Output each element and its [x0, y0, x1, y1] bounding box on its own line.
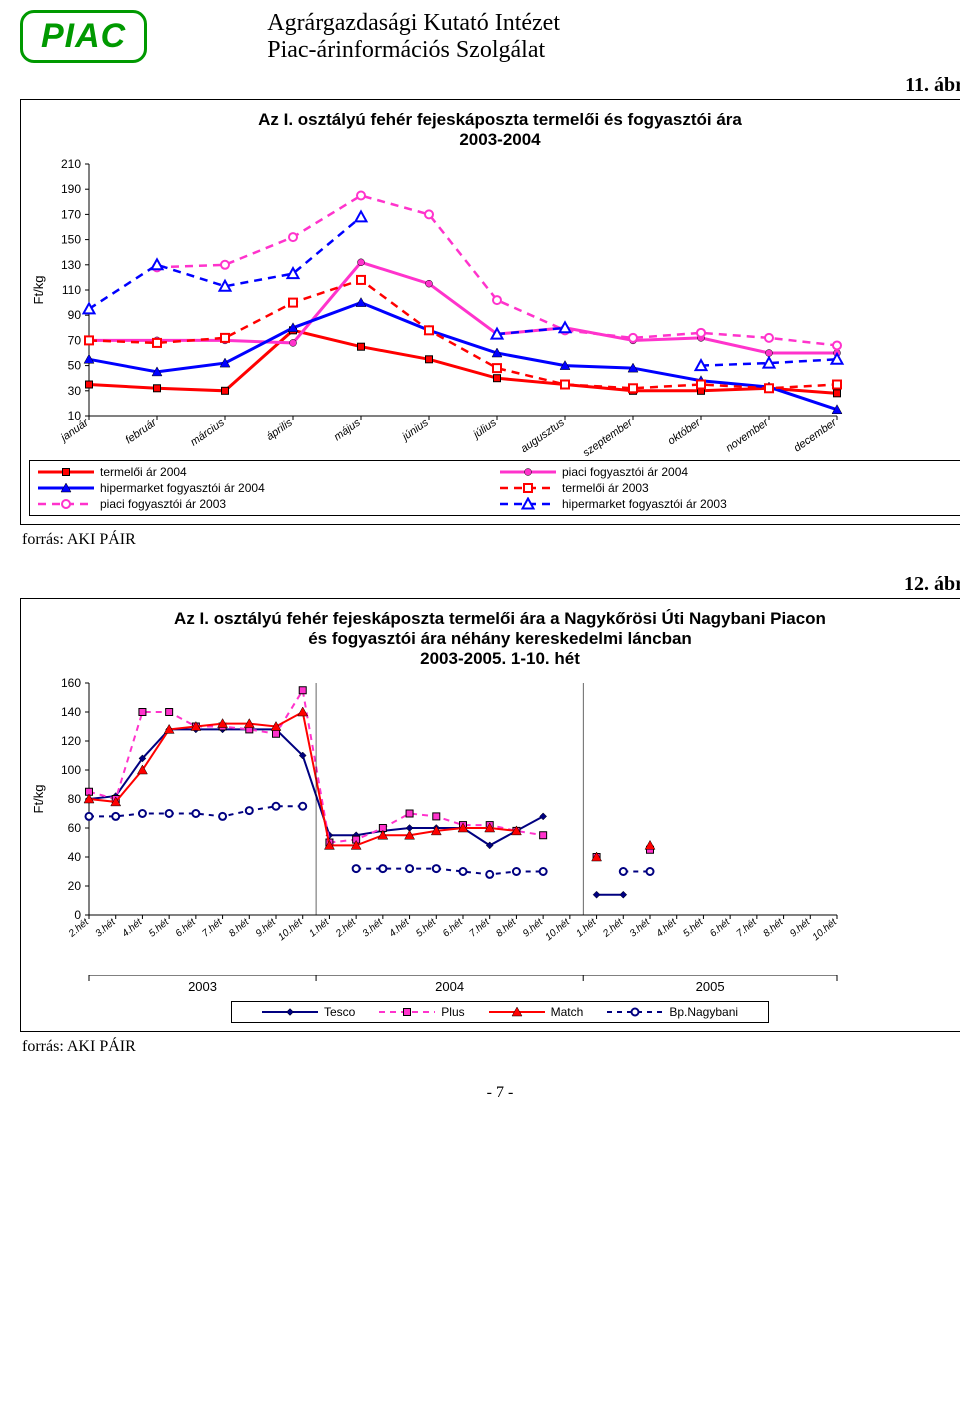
svg-text:4.hét: 4.hét — [655, 916, 680, 940]
svg-text:2005: 2005 — [696, 979, 725, 994]
figure-11-title: Az I. osztályú fehér fejeskáposzta terme… — [29, 108, 960, 156]
svg-text:60: 60 — [68, 821, 82, 835]
svg-text:Ft/kg: Ft/kg — [31, 785, 46, 814]
header-line2: Piac-árinformációs Szolgálat — [267, 37, 560, 64]
svg-text:80: 80 — [68, 792, 82, 806]
figure-12-chart: Az I. osztályú fehér fejeskáposzta terme… — [20, 598, 960, 1032]
svg-text:110: 110 — [62, 283, 81, 297]
svg-text:20: 20 — [68, 879, 82, 893]
svg-text:190: 190 — [61, 182, 81, 196]
legend-item: Match — [489, 1005, 584, 1019]
svg-text:1.hét: 1.hét — [307, 916, 332, 940]
figure-11-legend: termelői ár 2004piaci fogyasztói ár 2004… — [29, 460, 960, 516]
svg-text:6.hét: 6.hét — [174, 916, 199, 940]
legend-item: Tesco — [262, 1005, 355, 1019]
svg-text:2.hét: 2.hét — [333, 916, 359, 940]
svg-text:10.hét: 10.hét — [276, 916, 305, 943]
svg-text:április: április — [264, 416, 295, 443]
legend-item: piaci fogyasztói ár 2003 — [38, 496, 500, 512]
legend-item: Bp.Nagybani — [607, 1005, 738, 1019]
svg-text:150: 150 — [61, 233, 81, 247]
legend-item: termelői ár 2004 — [38, 464, 500, 480]
svg-text:3.hét: 3.hét — [94, 916, 119, 940]
svg-text:2004: 2004 — [435, 979, 464, 994]
svg-text:160: 160 — [61, 676, 81, 690]
svg-text:1.hét: 1.hét — [574, 916, 599, 940]
svg-text:3.hét: 3.hét — [361, 916, 386, 940]
svg-text:4.hét: 4.hét — [387, 916, 412, 940]
svg-text:Ft/kg: Ft/kg — [31, 276, 46, 305]
figure-11-plot: 1030507090110130150170190210Ft/kgjanuárf… — [29, 156, 960, 456]
svg-text:9.hét: 9.hét — [254, 916, 279, 940]
svg-text:7.hét: 7.hét — [735, 916, 760, 940]
figure-12-plot: 020406080100120140160Ft/kg2.hét3.hét4.hé… — [29, 675, 960, 975]
svg-text:70: 70 — [68, 333, 82, 347]
legend-item: Plus — [379, 1005, 464, 1019]
svg-text:9.hét: 9.hét — [788, 916, 813, 940]
svg-text:szeptember: szeptember — [581, 416, 636, 456]
figure-12-years: 2003 2004 2005 — [29, 975, 960, 997]
chart-svg: 020406080100120140160Ft/kg2.hét3.hét4.hé… — [29, 675, 849, 975]
svg-text:10.hét: 10.hét — [811, 916, 840, 943]
figure-12-legend: Tesco Plus Match Bp.Nagybani — [231, 1001, 769, 1023]
svg-text:2.hét: 2.hét — [66, 916, 92, 940]
svg-text:4.hét: 4.hét — [120, 916, 145, 940]
legend-item: termelői ár 2003 — [500, 480, 960, 496]
legend-item: hipermarket fogyasztói ár 2004 — [38, 480, 500, 496]
chart-svg: 1030507090110130150170190210Ft/kgjanuárf… — [29, 156, 849, 456]
svg-text:5.hét: 5.hét — [681, 916, 706, 940]
svg-text:90: 90 — [68, 308, 82, 322]
svg-text:5.hét: 5.hét — [147, 916, 172, 940]
svg-text:8.hét: 8.hét — [227, 916, 252, 940]
piac-logo: PIAC — [20, 10, 147, 63]
svg-text:210: 210 — [61, 157, 81, 171]
svg-text:50: 50 — [68, 359, 82, 373]
svg-text:7.hét: 7.hét — [200, 916, 225, 940]
svg-text:7.hét: 7.hét — [468, 916, 493, 940]
svg-text:100: 100 — [61, 763, 81, 777]
figure-12-title: Az I. osztályú fehér fejeskáposzta terme… — [29, 607, 960, 675]
svg-text:40: 40 — [68, 850, 82, 864]
svg-text:140: 140 — [61, 705, 81, 719]
svg-text:30: 30 — [68, 384, 82, 398]
figure-12-label: 12. ábra — [20, 573, 960, 596]
svg-text:6.hét: 6.hét — [441, 916, 466, 940]
svg-text:2003: 2003 — [188, 979, 217, 994]
svg-text:8.hét: 8.hét — [761, 916, 786, 940]
legend-item: piaci fogyasztói ár 2004 — [500, 464, 960, 480]
svg-text:9.hét: 9.hét — [521, 916, 546, 940]
svg-text:3.hét: 3.hét — [628, 916, 653, 940]
svg-text:2.hét: 2.hét — [600, 916, 626, 940]
svg-text:május: május — [332, 416, 363, 443]
svg-text:6.hét: 6.hét — [708, 916, 733, 940]
figure-11-source: forrás: AKI PÁIR — [22, 531, 960, 549]
figure-11-label: 11. ábra — [20, 74, 960, 97]
header-text: Agrárgazdasági Kutató Intézet Piac-árinf… — [267, 10, 560, 64]
header-line1: Agrárgazdasági Kutató Intézet — [267, 10, 560, 37]
svg-text:170: 170 — [61, 207, 81, 221]
svg-text:október: október — [666, 416, 704, 448]
svg-text:120: 120 — [61, 734, 81, 748]
svg-text:június: június — [399, 416, 431, 444]
svg-text:8.hét: 8.hét — [494, 916, 519, 940]
svg-text:november: november — [724, 416, 772, 455]
svg-text:5.hét: 5.hét — [414, 916, 439, 940]
svg-text:február: február — [123, 416, 160, 447]
svg-text:december: december — [792, 416, 840, 455]
svg-text:130: 130 — [61, 258, 81, 272]
legend-item: hipermarket fogyasztói ár 2003 — [500, 496, 960, 512]
figure-11-chart: Az I. osztályú fehér fejeskáposzta terme… — [20, 99, 960, 525]
svg-text:augusztus: augusztus — [519, 416, 567, 455]
page-number: - 7 - — [20, 1084, 960, 1102]
svg-text:10.hét: 10.hét — [543, 916, 572, 943]
figure-12-source: forrás: AKI PÁIR — [22, 1038, 960, 1056]
svg-text:július: július — [470, 416, 499, 442]
svg-text:március: március — [188, 416, 227, 448]
